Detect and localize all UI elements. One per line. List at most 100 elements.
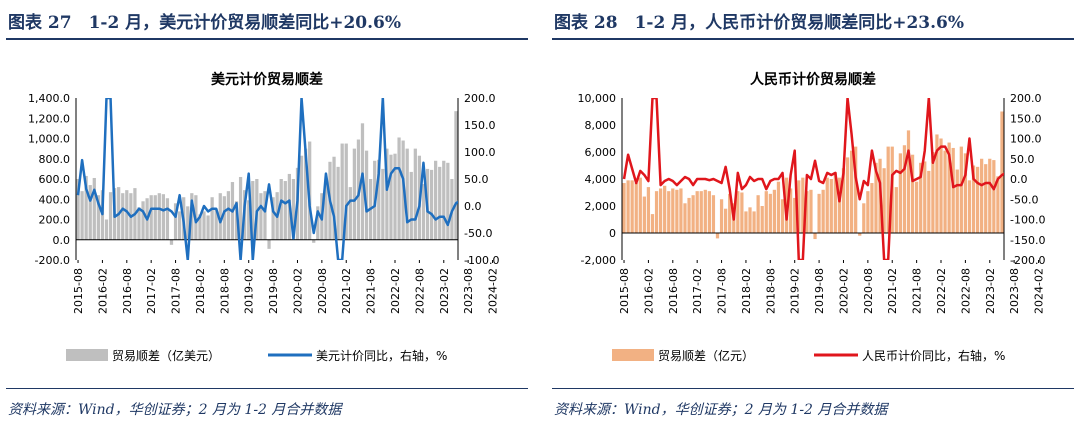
usd-bar (279, 179, 283, 240)
cny-bar (805, 191, 809, 233)
usd-yright-tick-label: 0.0 (464, 200, 482, 213)
cny-bar (821, 189, 825, 233)
cny-bar (671, 188, 675, 233)
cny-bar (663, 185, 667, 233)
usd-yright-tick-label: -100.0 (464, 254, 499, 267)
usd-yright-tick-label: 150.0 (464, 119, 496, 132)
usd-x-tick-label: 2023-02 (438, 268, 451, 314)
cny-bar (923, 161, 927, 233)
usd-x-tick-label: 2018-08 (218, 268, 231, 314)
cny-yleft-tick-label: -2,000 (581, 254, 616, 267)
cny-bar (870, 183, 874, 233)
usd-bar (377, 159, 381, 240)
cny-yright-tick-label: -150.0 (1010, 234, 1045, 247)
cny-bar (833, 172, 837, 233)
usd-bar (421, 184, 426, 240)
cny-bar (695, 191, 699, 233)
usd-x-tick-label: 2021-08 (365, 268, 378, 314)
usd-bar (364, 150, 369, 240)
cny-bar (719, 199, 724, 233)
usd-bar (206, 215, 210, 240)
cny-bar (626, 180, 630, 233)
usd-bar (324, 184, 328, 240)
usd-yleft-tick-label: 600.0 (39, 173, 71, 186)
cny-bar (642, 196, 646, 233)
cny-bar (931, 152, 935, 233)
usd-bar (169, 239, 174, 245)
usd-bar (352, 148, 356, 240)
usd-yoy-line (76, 98, 458, 260)
cny-x-tick-label: 2017-08 (716, 268, 729, 314)
cny-bar (675, 189, 679, 233)
cny-bar (740, 192, 744, 233)
figure-27-title: 图表 27 1-2 月，美元计价贸易顺差同比+20.6% (8, 13, 402, 33)
usd-bar (336, 166, 340, 240)
usd-yright-tick-label: 100.0 (464, 146, 496, 159)
usd-bar (238, 176, 243, 240)
usd-bar (121, 193, 125, 240)
usd-bar (291, 179, 296, 240)
cny-bar (996, 176, 1000, 233)
usd-bar (178, 211, 182, 240)
cny-x-tick-label: 2020-02 (837, 268, 850, 314)
cny-x-tick-label: 2021-08 (911, 268, 924, 314)
cny-bar (793, 197, 797, 233)
usd-bar (165, 198, 170, 240)
usd-bar (259, 193, 263, 240)
cny-bar (841, 168, 846, 233)
usd-bar (454, 111, 458, 240)
usd-bar (137, 207, 141, 240)
usd-bar (442, 160, 446, 240)
usd-yright-tick-label: -50.0 (464, 227, 492, 240)
cny-bar (955, 169, 959, 233)
usd-bar (247, 200, 251, 240)
cny-yright-tick-label: 200.0 (1010, 92, 1042, 105)
usd-x-tick-label: 2016-02 (96, 268, 109, 314)
usd-bar (405, 148, 409, 240)
cny-bar (797, 180, 801, 233)
cny-x-tick-label: 2016-02 (642, 268, 655, 314)
usd-bar (149, 195, 153, 240)
usd-bar (271, 197, 275, 240)
figure-28: 图表 28 1-2 月，人民币计价贸易顺差同比+23.6% 人民币计价贸易顺差 -… (552, 0, 1074, 438)
cny-bar (658, 188, 663, 233)
usd-bar (413, 148, 417, 240)
cny-bar (943, 150, 947, 233)
cny-bar (801, 177, 805, 233)
cny-yright-tick-label: 0.0 (1010, 173, 1028, 186)
usd-bar (141, 201, 145, 240)
cny-bar (915, 181, 919, 233)
cny-x-tick-label: 2019-02 (789, 268, 802, 314)
usd-x-tick-label: 2019-08 (267, 268, 280, 314)
usd-chart-title: 美元计价贸易顺差 (211, 71, 323, 88)
usd-bar (202, 211, 206, 240)
cny-bar (947, 142, 951, 233)
usd-bar (299, 155, 304, 240)
cny-bar (817, 193, 821, 233)
cny-bar (707, 191, 711, 233)
cny-yright-tick-label: -50.0 (1010, 193, 1038, 206)
cny-x-tick-label: 2024-02 (1033, 268, 1046, 314)
usd-legend-bar-label: 贸易顺差（亿美元） (112, 348, 220, 363)
usd-x-tick-label: 2015-08 (72, 268, 85, 314)
usd-yright-tick-label: 200.0 (464, 92, 496, 105)
cny-bar (898, 153, 902, 233)
usd-x-tick-label: 2019-02 (243, 268, 256, 314)
usd-bar (210, 197, 214, 240)
figure-27: 图表 27 1-2 月，美元计价贸易顺差同比+20.6% 美元计价贸易顺差 -20… (6, 0, 528, 438)
cny-bar (638, 177, 642, 233)
usd-yleft-tick-label: 200.0 (39, 214, 71, 227)
usd-bar (312, 239, 316, 243)
cny-bar (724, 208, 728, 233)
usd-bar (348, 187, 352, 240)
cny-legend-bar-label: 贸易顺差（亿元） (658, 348, 754, 363)
cny-bar (744, 211, 748, 233)
usd-bar (84, 175, 88, 240)
usd-bar (393, 153, 397, 240)
cny-yleft-tick-label: 4,000 (585, 173, 617, 186)
cny-bar (992, 160, 996, 233)
usd-bar (92, 177, 96, 240)
cny-bar (858, 233, 862, 236)
usd-yleft-tick-label: 0.0 (53, 234, 71, 247)
usd-bar (186, 206, 190, 240)
